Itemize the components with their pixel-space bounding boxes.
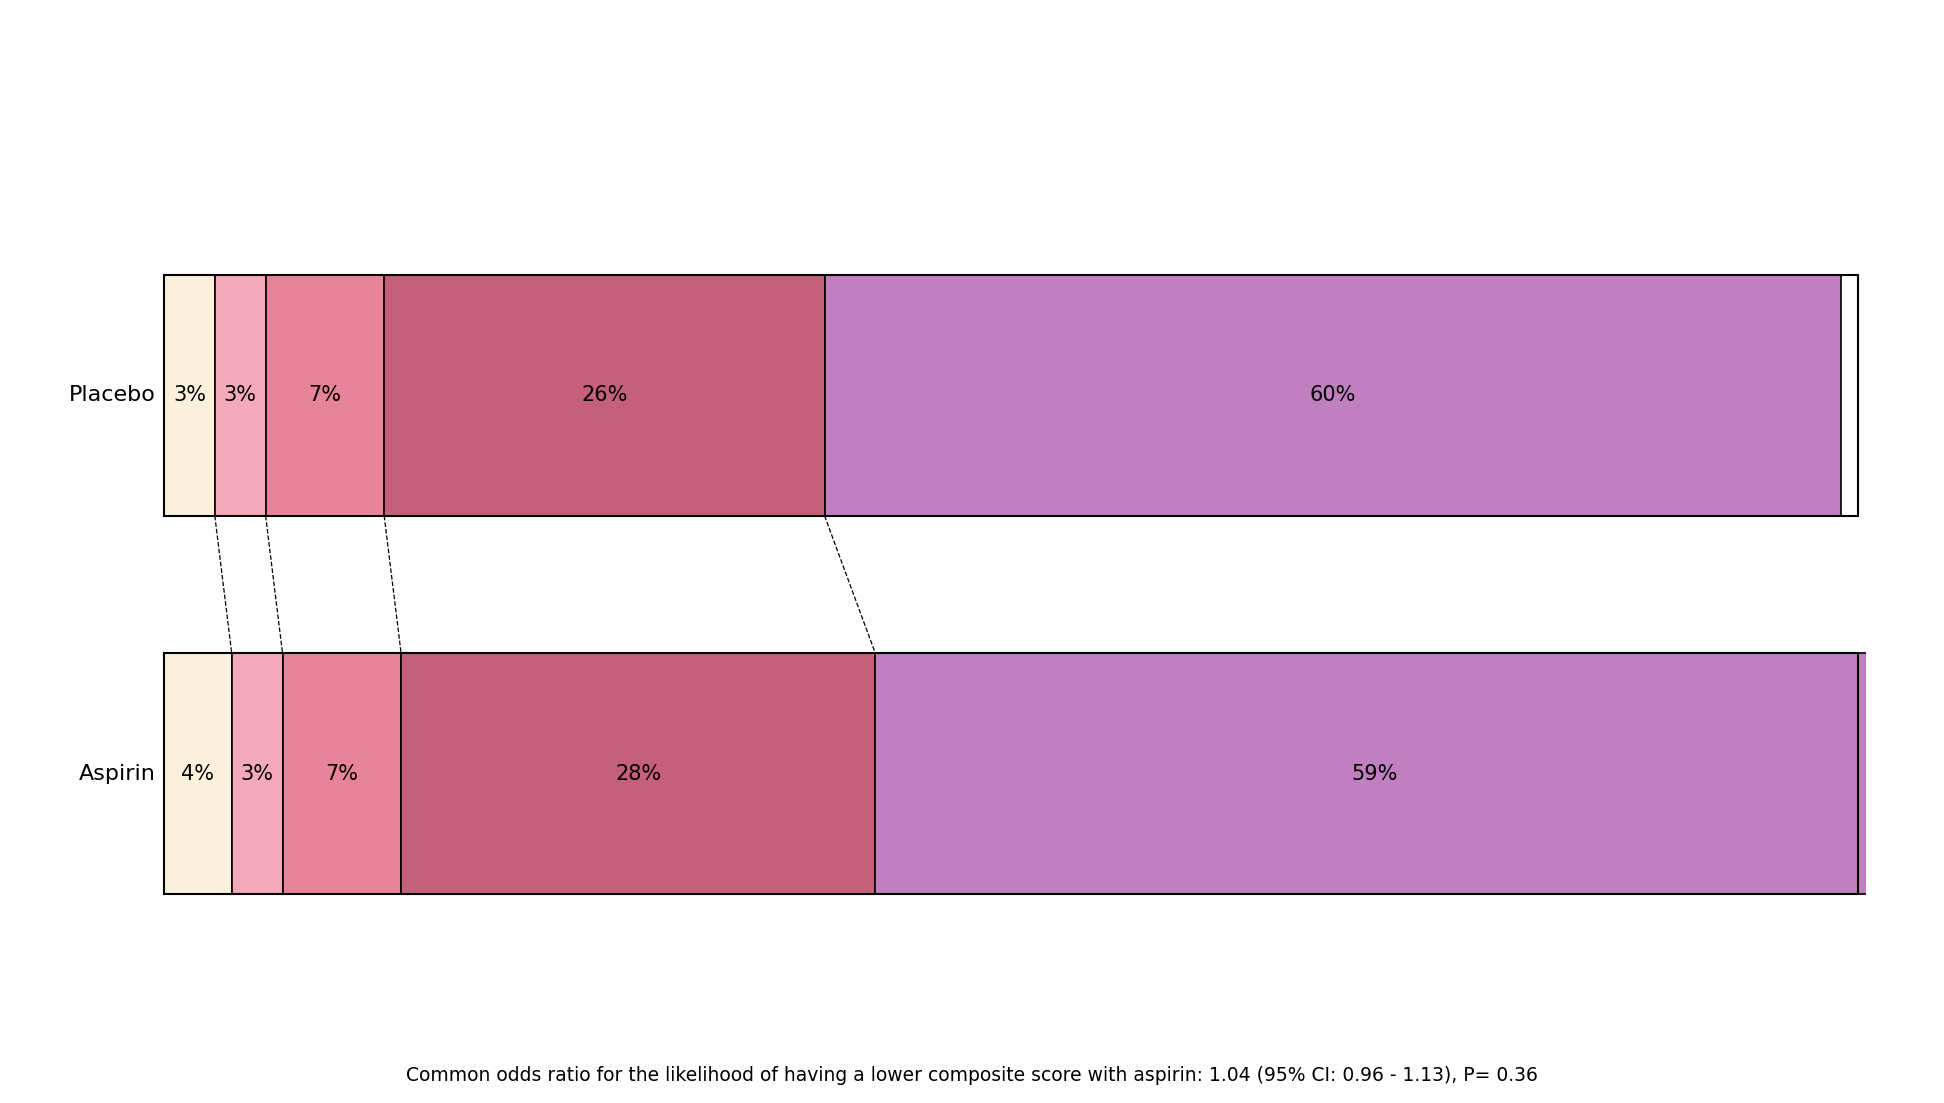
- Bar: [824, 275, 1841, 516]
- Text: 60%: 60%: [1310, 385, 1355, 405]
- Bar: [875, 653, 1874, 895]
- Text: Placebo: Placebo: [68, 385, 156, 405]
- Text: 4%: 4%: [181, 764, 214, 784]
- Bar: [231, 653, 282, 895]
- Text: 3%: 3%: [173, 385, 206, 405]
- Bar: [163, 275, 214, 516]
- Text: 59%: 59%: [1351, 764, 1398, 784]
- Text: 3%: 3%: [241, 764, 274, 784]
- Bar: [266, 275, 385, 516]
- Text: Common odds ratio for the likelihood of having a lower composite score with aspi: Common odds ratio for the likelihood of …: [406, 1065, 1538, 1085]
- Bar: [163, 653, 231, 895]
- Bar: [282, 653, 400, 895]
- Bar: [214, 275, 266, 516]
- Bar: [385, 275, 824, 516]
- Bar: [163, 275, 1858, 516]
- Text: 7%: 7%: [325, 764, 358, 784]
- Text: 26%: 26%: [581, 385, 628, 405]
- Text: 3%: 3%: [224, 385, 257, 405]
- Text: 28%: 28%: [614, 764, 661, 784]
- Text: Aspirin: Aspirin: [78, 764, 156, 784]
- Text: 7%: 7%: [309, 385, 342, 405]
- Bar: [163, 653, 1858, 895]
- Bar: [400, 653, 875, 895]
